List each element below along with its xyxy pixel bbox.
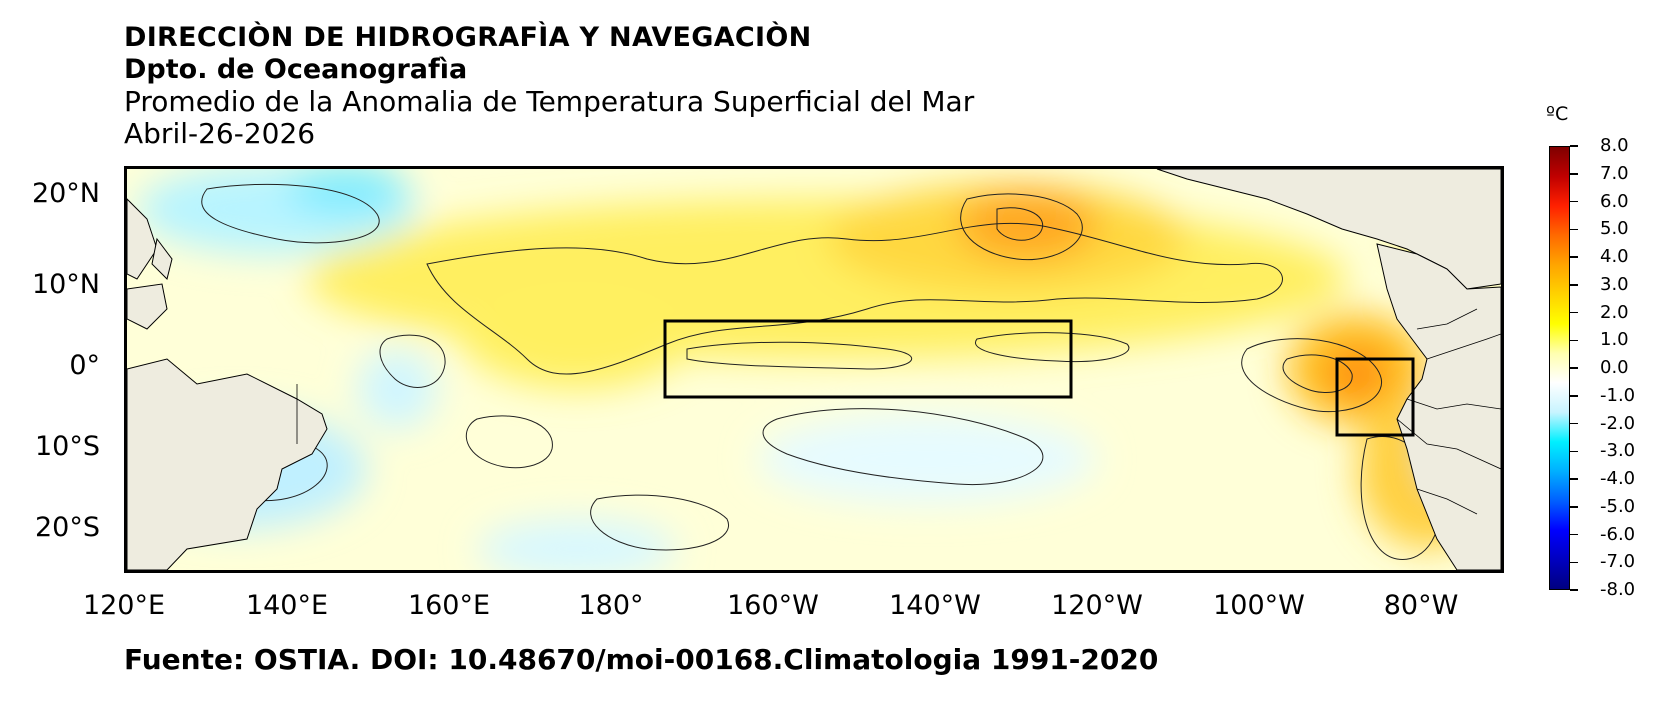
colorbar-tick-label: 1.0	[1600, 329, 1629, 351]
map-title: Promedio de la Anomalia de Temperatura S…	[124, 85, 975, 118]
nino34-box	[663, 319, 1073, 399]
colorbar-tick	[1570, 145, 1578, 147]
department-title: Dpto. de Oceanografìa	[124, 54, 468, 85]
colorbar-tick	[1570, 422, 1578, 425]
lon-label: 180°	[578, 590, 644, 621]
colorbar-tick	[1570, 339, 1578, 341]
country-borders	[296, 308, 1501, 515]
colorbar-tick	[1570, 200, 1578, 203]
colorbar-tick-label: -3.0	[1600, 440, 1636, 462]
nino12-box	[1335, 357, 1415, 437]
colorbar-tick-label: -5.0	[1600, 495, 1636, 517]
colorbar-tick	[1570, 284, 1578, 286]
colorbar-tick	[1570, 173, 1578, 175]
lon-label: 160°W	[727, 590, 819, 621]
lat-label: 10°S	[35, 431, 100, 462]
colorbar-tick-label: -2.0	[1600, 412, 1636, 434]
map-date: Abril-26-2026	[124, 117, 316, 150]
colorbar-tick-label: 6.0	[1600, 190, 1629, 212]
colorbar-tick	[1570, 395, 1578, 397]
colorbar	[1549, 146, 1570, 590]
colorbar-tick	[1570, 561, 1578, 563]
colorbar-tick-label: 2.0	[1600, 301, 1629, 323]
colorbar-tick-label: 0.0	[1600, 357, 1629, 378]
map-canvas	[127, 169, 1501, 570]
colorbar-tick	[1570, 478, 1578, 480]
nino-boxes	[663, 319, 1415, 437]
lon-label: 140°E	[245, 590, 329, 621]
lon-label: 80°W	[1383, 590, 1459, 621]
lon-label: 160°E	[407, 590, 491, 621]
colorbar-tick-label: -6.0	[1600, 523, 1636, 545]
colorbar-tick	[1570, 256, 1578, 258]
lon-label: 140°W	[889, 590, 981, 621]
lat-label: 10°N	[31, 269, 100, 300]
colorbar-tick-label: -1.0	[1600, 384, 1636, 406]
colorbar-tick-label: 5.0	[1600, 218, 1629, 240]
sst-anomaly-map	[124, 166, 1504, 573]
colorbar-tick	[1570, 533, 1578, 536]
colorbar-tick-label: 7.0	[1600, 162, 1629, 184]
colorbar-tick	[1570, 367, 1578, 369]
colorbar-tick	[1570, 311, 1578, 314]
lon-label: 100°W	[1213, 590, 1305, 621]
lat-label: 20°N	[31, 178, 100, 209]
colorbar-tick-label: -8.0	[1600, 579, 1636, 600]
agency-title: DIRECCIÒN DE HIDROGRAFÌA Y NAVEGACIÒN	[124, 22, 812, 53]
lon-label: 120°E	[82, 590, 166, 621]
colorbar-tick-label: -7.0	[1600, 551, 1636, 573]
colorbar-tick	[1570, 589, 1578, 591]
title-block: DIRECCIÒN DE HIDROGRAFÌA Y NAVEGACIÒN Dp…	[124, 22, 974, 150]
colorbar-tick-label: 3.0	[1600, 273, 1629, 295]
lat-label: 20°S	[35, 512, 100, 543]
land-masses	[127, 169, 1501, 570]
colorbar-tick	[1570, 450, 1578, 452]
colorbar-tick-label: -4.0	[1600, 468, 1636, 489]
colorbar-tick	[1570, 228, 1578, 230]
colorbar-unit: ºC	[1546, 103, 1569, 125]
lon-label: 120°W	[1051, 590, 1143, 621]
data-source: Fuente: OSTIA. DOI: 10.48670/moi-00168.C…	[124, 643, 1159, 676]
lat-label: 0°	[69, 350, 100, 381]
colorbar-tick-label: 4.0	[1600, 246, 1629, 267]
colorbar-tick-label: 8.0	[1600, 135, 1629, 156]
colorbar-tick	[1570, 506, 1578, 508]
